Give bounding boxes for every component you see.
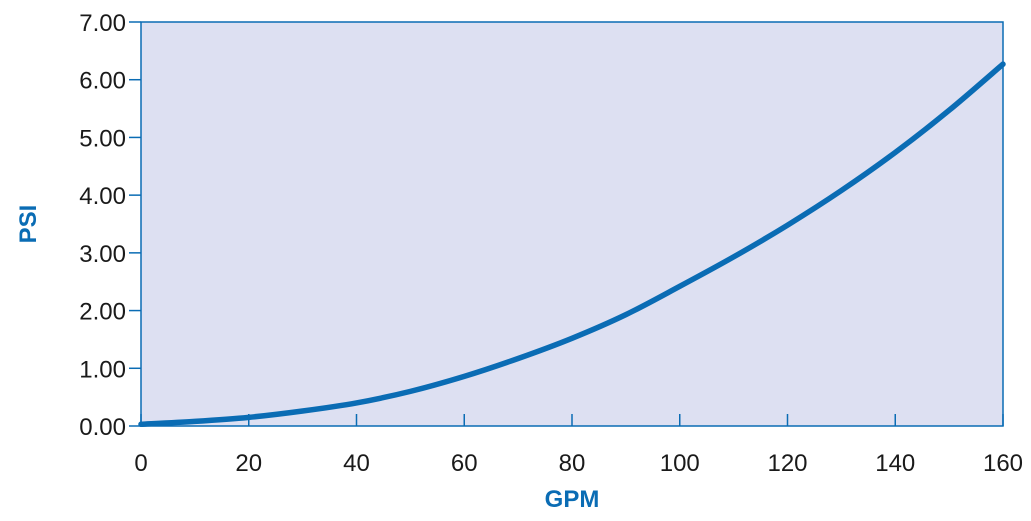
x-tick-label: 80: [559, 450, 586, 477]
y-tick-label: 2.00: [79, 299, 126, 326]
y-axis-tick-labels: 0.00 1.00 2.00 3.00 4.00 5.00 6.00 7.00: [79, 10, 126, 441]
x-tick-label: 160: [983, 450, 1023, 477]
y-tick-label: 1.00: [79, 356, 126, 383]
y-tick-label: 6.00: [79, 68, 126, 95]
y-tick-label: 4.00: [79, 183, 126, 210]
x-tick-label: 120: [767, 450, 807, 477]
y-tick-label: 0.00: [79, 414, 126, 441]
x-axis-tick-labels: 0 20 40 60 80 100 120 140 160: [134, 450, 1023, 477]
x-tick-label: 60: [451, 450, 478, 477]
y-axis-title: PSI: [15, 205, 42, 244]
y-tick-label: 7.00: [79, 10, 126, 37]
x-tick-label: 140: [875, 450, 915, 477]
y-tick-label: 3.00: [79, 241, 126, 268]
plot-area: [140, 21, 1004, 427]
x-tick-label: 0: [134, 450, 147, 477]
y-axis-ticks: [129, 21, 141, 427]
x-tick-label: 20: [235, 450, 262, 477]
x-tick-label: 100: [660, 450, 700, 477]
y-tick-label: 5.00: [79, 125, 126, 152]
x-tick-label: 40: [343, 450, 370, 477]
series-line: [138, 61, 1006, 428]
x-axis-title: GPM: [545, 486, 600, 513]
